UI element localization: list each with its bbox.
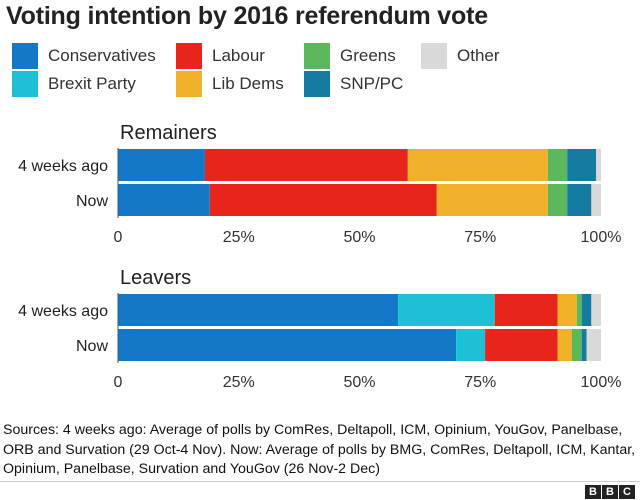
legend-item-conservatives: Conservatives <box>12 43 156 69</box>
bar-segment <box>494 294 558 326</box>
legend-swatch <box>304 43 330 69</box>
legend-swatch <box>176 71 202 97</box>
legend-swatch <box>12 71 38 97</box>
legend-label: Labour <box>212 46 265 65</box>
x-tick-label: 100% <box>581 229 622 246</box>
x-tick-label: 75% <box>464 229 496 246</box>
x-tick-label: 50% <box>343 229 375 246</box>
legend-item-greens: Greens <box>304 43 396 69</box>
legend-label: Conservatives <box>48 46 156 65</box>
x-tick-label: 75% <box>464 374 496 391</box>
bar-segment <box>567 184 592 216</box>
legend-item-brexit-party: Brexit Party <box>12 71 136 97</box>
chart-title: Voting intention by 2016 referendum vote <box>6 2 488 30</box>
bar-segment <box>456 329 486 361</box>
bar-segment <box>581 294 592 326</box>
bar-segment <box>118 329 457 361</box>
bar-segment <box>204 149 408 181</box>
legend-label: SNP/PC <box>340 74 404 93</box>
x-tick-label: 25% <box>223 229 255 246</box>
legend-swatch <box>12 43 38 69</box>
bar-segment <box>567 149 597 181</box>
bar-segment <box>398 294 495 326</box>
legend-label: Other <box>457 46 500 65</box>
bar-segment <box>118 149 205 181</box>
legend-swatch <box>176 43 202 69</box>
bar-segment <box>118 294 399 326</box>
bar-segment <box>485 329 558 361</box>
panel-title: Leavers <box>120 267 191 289</box>
bar-segment <box>557 294 577 326</box>
logo-letter: B <box>602 485 618 499</box>
logo-letter: B <box>585 485 601 499</box>
bar-segment <box>581 329 587 361</box>
bar-segment <box>576 294 582 326</box>
legend-item-snp-pc: SNP/PC <box>304 71 403 97</box>
category-label: Now <box>76 338 108 355</box>
legend-item-other: Other <box>421 43 500 69</box>
legend-label: Brexit Party <box>48 74 136 93</box>
bbc-logo: B B C <box>585 485 635 499</box>
bar-segment <box>596 149 601 181</box>
panel-title: Remainers <box>120 122 217 144</box>
bar-segment <box>572 329 582 361</box>
sources-note: Sources: 4 weeks ago: Average of polls b… <box>3 422 636 477</box>
x-tick-label: 100% <box>581 374 622 391</box>
x-tick-label: 25% <box>223 374 255 391</box>
legend-item-labour: Labour <box>176 43 265 69</box>
legend-label: Lib Dems <box>212 74 284 93</box>
bar-segment <box>547 184 568 216</box>
legend-label: Greens <box>340 46 396 65</box>
bar-segment <box>118 184 210 216</box>
x-tick-label: 50% <box>343 374 375 391</box>
bar-segment <box>586 329 601 361</box>
bar-segment <box>407 149 548 181</box>
x-tick-label: 0 <box>114 374 123 391</box>
bar-segment <box>591 184 601 216</box>
category-label: Now <box>76 193 108 210</box>
legend-swatch <box>304 71 330 97</box>
bar-segment <box>436 184 548 216</box>
bar-segment <box>209 184 437 216</box>
logo-letter: C <box>619 485 635 499</box>
bar-segment <box>591 294 601 326</box>
chart-area: Remainers 4 weeks ago Now 0 25% 50% 75% 100% Lea… <box>18 122 622 391</box>
legend-item-lib-dems: Lib Dems <box>176 71 284 97</box>
footer-divider <box>0 481 640 482</box>
bar-segment <box>557 329 573 361</box>
legend-swatch <box>421 43 447 69</box>
bar-segment <box>547 149 568 181</box>
category-label: 4 weeks ago <box>18 158 108 175</box>
category-label: 4 weeks ago <box>18 303 108 320</box>
x-tick-label: 0 <box>114 229 123 246</box>
